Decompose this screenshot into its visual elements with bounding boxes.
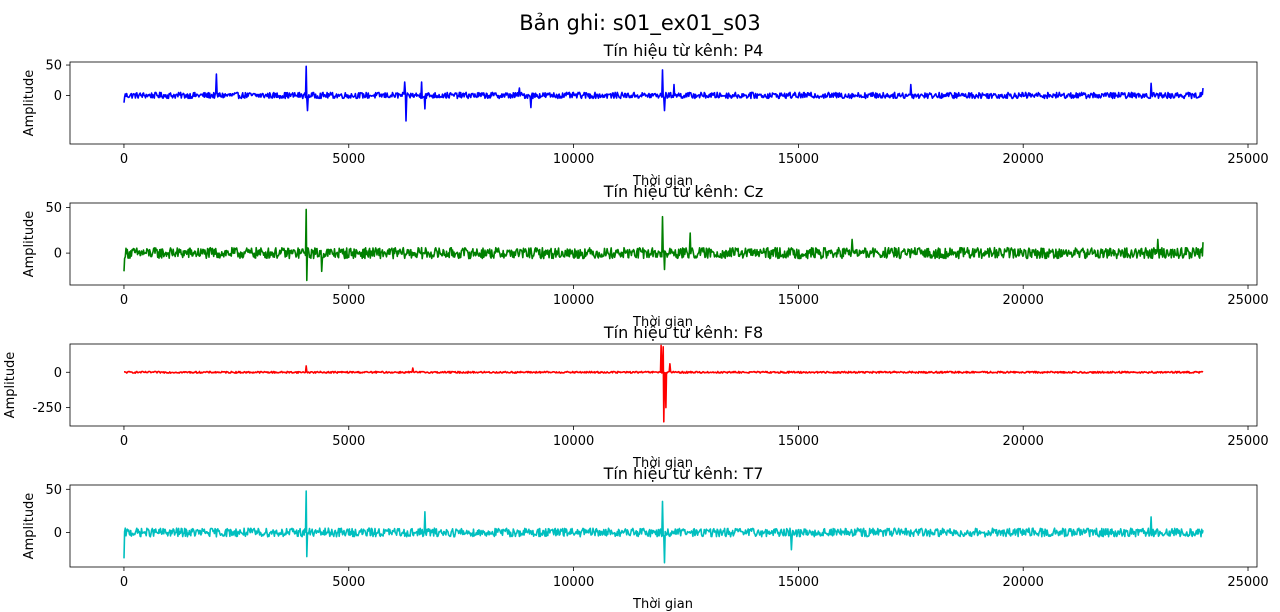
subplots: Tín hiệu từ kênh: P40 5000 10000 15000 20000… (3, 41, 1269, 612)
x-tick-label: 20000 (1003, 575, 1044, 590)
subplot-2: Tín hiệu từ kênh: Cz 0 5000 10000 15000 20000… (22, 182, 1269, 330)
x-tick-label: 10000 (553, 575, 594, 590)
y-tick-label: 0 (54, 366, 62, 381)
y-axis-label: Amplitude (3, 352, 18, 419)
x-tick-label: 15000 (778, 152, 819, 167)
x-tick-label: 0 (120, 152, 128, 167)
figure-title: Bản ghi: s01_ex01_s03 (519, 11, 761, 36)
y-tick-label: 50 (45, 59, 62, 74)
x-tick-label: 25000 (1227, 575, 1268, 590)
subplot-title: Tín hiệu từ kênh: Cz (603, 182, 763, 201)
axes-frame (69, 484, 1258, 568)
subplot-title: Tín hiệu từ kênh: P4 (603, 41, 764, 60)
x-tick-label: 25000 (1227, 152, 1268, 167)
x-tick-label: 10000 (553, 434, 594, 449)
x-axis-label: Thời gian (632, 174, 693, 189)
subplot-3: Tín hiệu từ kênh: F8 0 5000 10000 15000 20000… (3, 323, 1269, 471)
x-tick-label: 5000 (332, 575, 365, 590)
x-axis-label: Thời gian (632, 456, 693, 471)
x-tick-label: 5000 (332, 293, 365, 308)
x-tick-label: 15000 (778, 434, 819, 449)
x-tick-label: 15000 (778, 575, 819, 590)
y-tick-label: 0 (54, 89, 62, 104)
subplot-title: Tín hiệu từ kênh: F8 (603, 323, 763, 342)
x-tick-label: 5000 (332, 434, 365, 449)
x-tick-label: 20000 (1003, 152, 1044, 167)
y-tick-label: 50 (45, 483, 62, 498)
signal-line (123, 344, 1204, 423)
y-axis-label: Amplitude (22, 70, 37, 137)
subplot-title: Tín hiệu từ kênh: T7 (603, 464, 764, 483)
y-tick-label: 0 (54, 247, 62, 262)
y-tick-label: -250 (32, 401, 62, 416)
x-tick-label: 20000 (1003, 293, 1044, 308)
x-tick-label: 20000 (1003, 434, 1044, 449)
x-tick-label: 0 (120, 434, 128, 449)
x-tick-label: 15000 (778, 293, 819, 308)
x-tick-label: 0 (120, 293, 128, 308)
x-tick-label: 10000 (553, 293, 594, 308)
axes-frame (69, 202, 1258, 286)
y-axis-label: Amplitude (22, 211, 37, 278)
signal-line (123, 65, 1204, 122)
x-tick-label: 5000 (332, 152, 365, 167)
x-axis-label: Thời gian (632, 315, 693, 330)
x-axis-label: Thời gian (632, 597, 693, 612)
axes-frame (69, 61, 1258, 145)
signal-line (123, 490, 1204, 564)
y-tick-label: 0 (54, 526, 62, 541)
axes-frame (69, 343, 1258, 427)
subplot-1: Tín hiệu từ kênh: P4 0 5000 10000 15000 20000… (22, 41, 1269, 189)
x-tick-label: 25000 (1227, 434, 1268, 449)
x-tick-label: 0 (120, 575, 128, 590)
signal-line (123, 208, 1204, 282)
subplot-4: Tín hiệu từ kênh: T7 0 5000 10000 15000 20000… (22, 464, 1269, 612)
y-axis-label: Amplitude (22, 493, 37, 560)
x-tick-label: 25000 (1227, 293, 1268, 308)
y-tick-label: 50 (45, 201, 62, 216)
x-tick-label: 10000 (553, 152, 594, 167)
